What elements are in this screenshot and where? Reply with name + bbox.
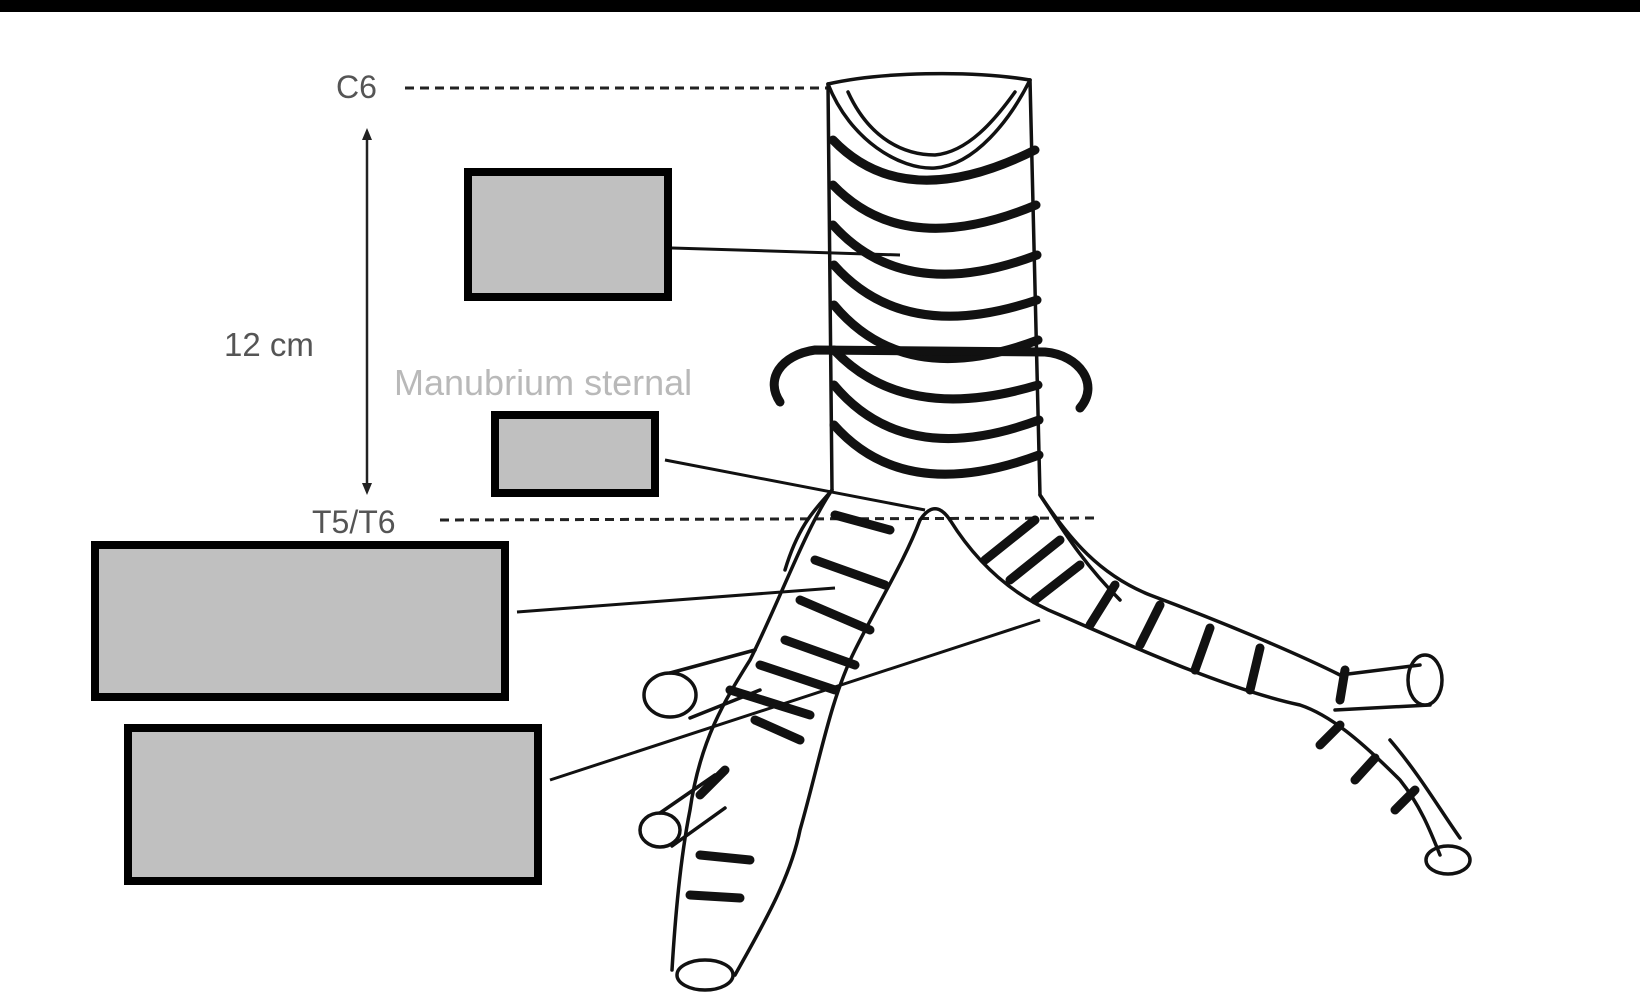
right-main-bronchus	[638, 488, 952, 992]
manubrium-sternal	[769, 345, 1093, 413]
length-arrow	[362, 128, 372, 495]
t5t6-level-line	[439, 516, 1096, 522]
right-main-bronchus-label-box[interactable]	[91, 541, 509, 701]
left-main-bronchus	[948, 493, 1472, 876]
top-border-bar	[0, 0, 1640, 12]
t5t6-label: T5/T6	[312, 504, 396, 540]
carina-label-box[interactable]	[491, 411, 659, 497]
carina-leader-line	[664, 458, 926, 512]
c6-label: C6	[336, 69, 377, 105]
left-bronchus-leader-line	[549, 618, 1041, 782]
right-bronchus-leader-line	[516, 586, 836, 614]
length-label: 12 cm	[224, 326, 314, 363]
trachea-leader-line	[671, 246, 901, 257]
left-main-bronchus-label-box[interactable]	[124, 724, 542, 885]
trachea-label-box[interactable]	[464, 168, 672, 301]
manubrium-label: Manubrium sternal	[394, 362, 692, 403]
